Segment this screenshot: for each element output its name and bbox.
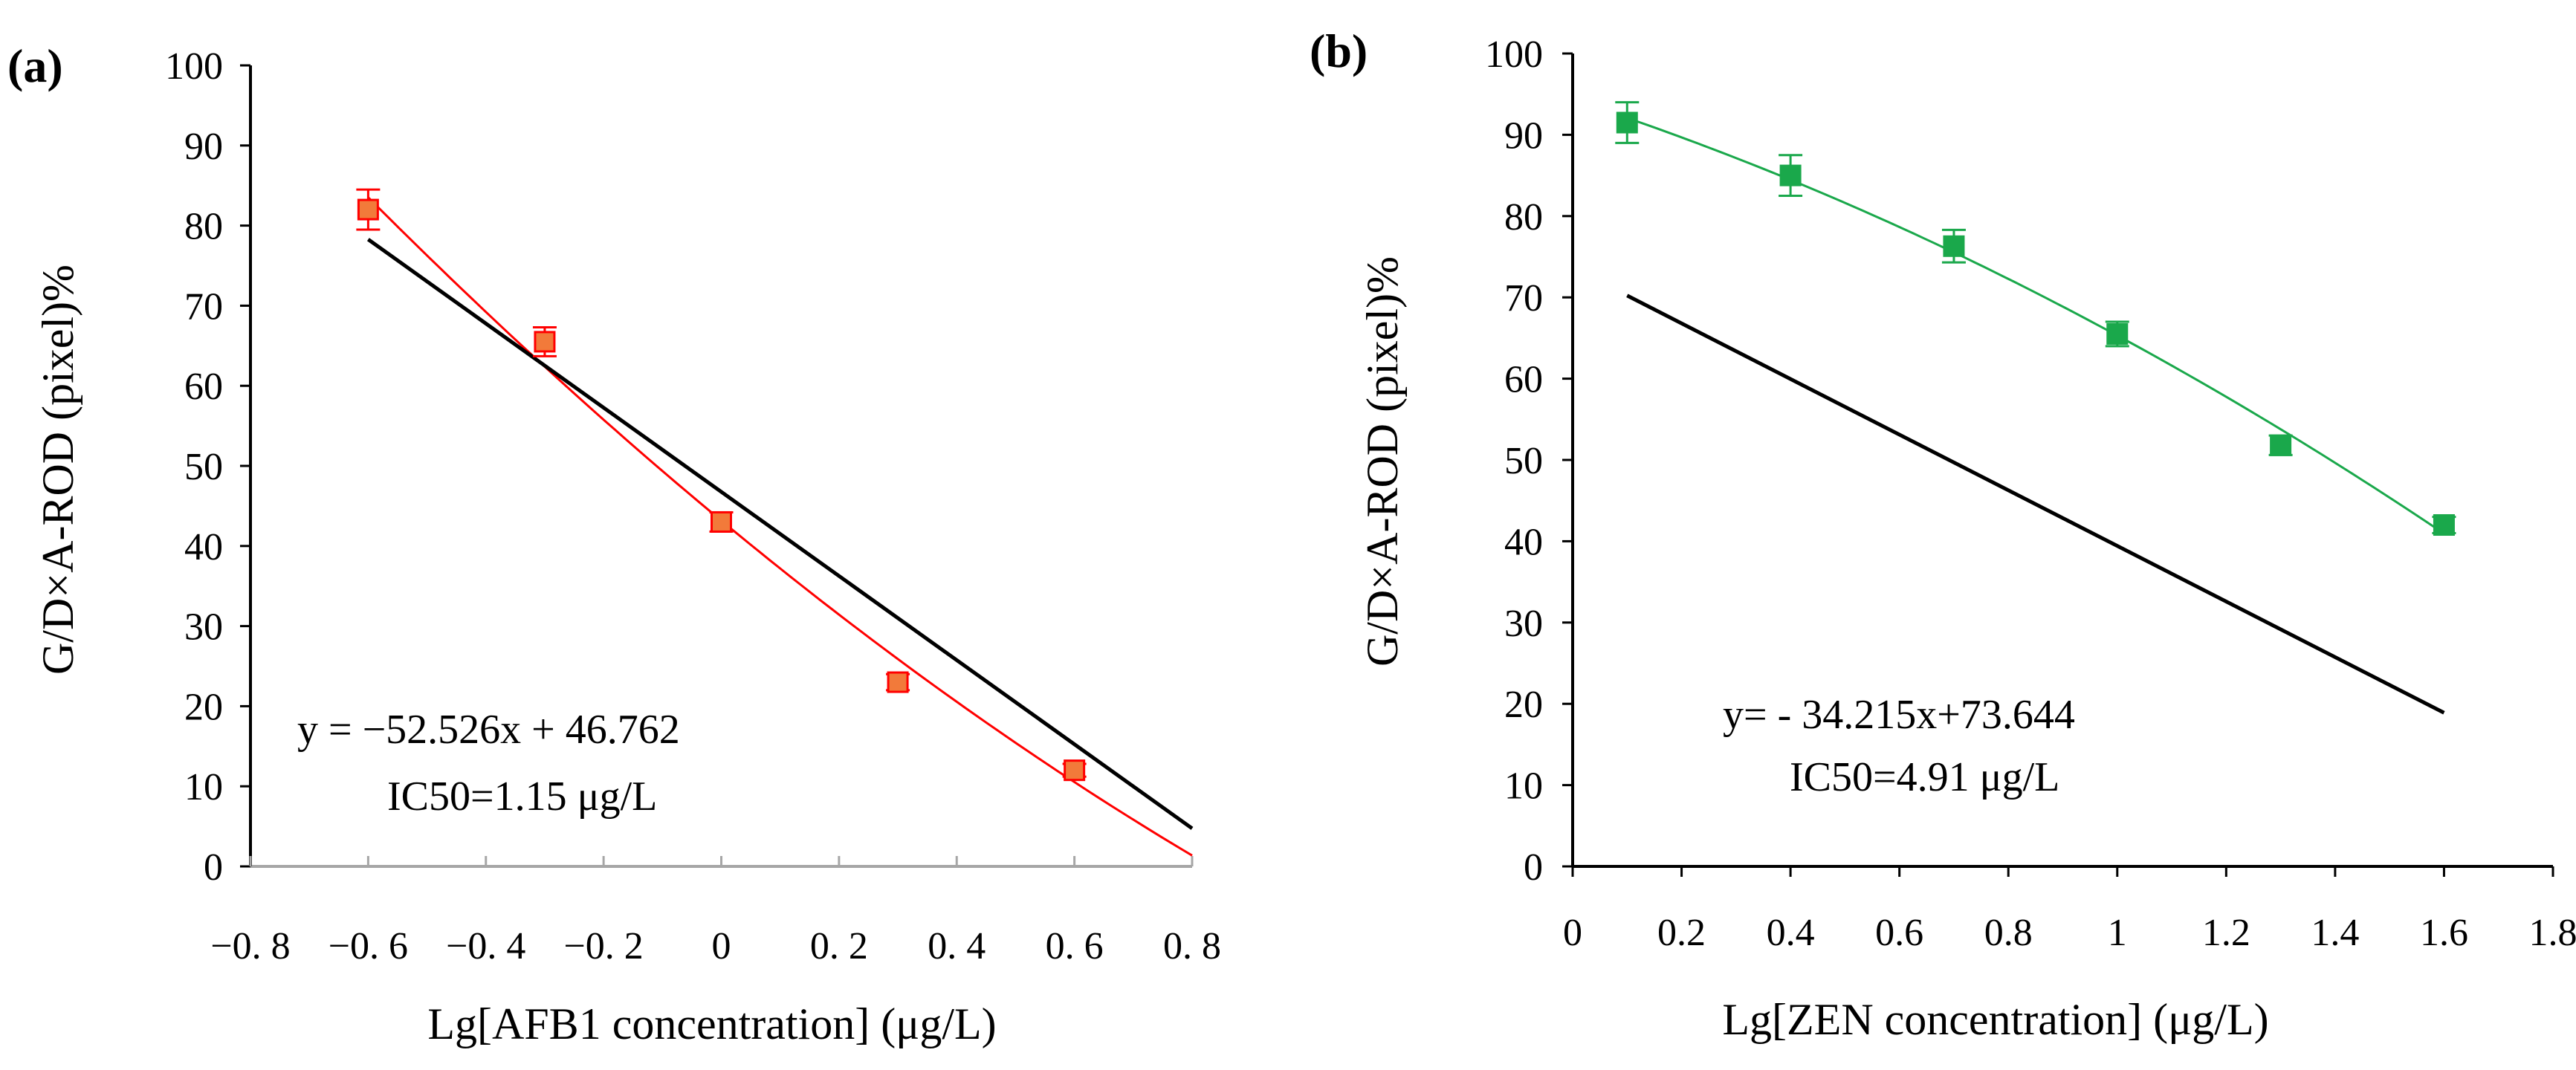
panel-a-data-point (1064, 759, 1086, 782)
panel-a-label: (a) (7, 39, 63, 92)
panel-a-y-tick-label: 10 (184, 766, 223, 808)
panel-b-x-tick-label: 0.6 (1875, 912, 1923, 954)
panel-b-y-tick-label: 60 (1504, 359, 1543, 401)
panel-b: (b) G/D×A-ROD (pixel)% Lg[ZEN concentrat… (1310, 25, 2576, 1044)
panel-b-y-axis-title: G/D×A-ROD (pixel)% (1358, 256, 1407, 667)
panel-a-x-tick-label: −0. 8 (210, 925, 290, 967)
panel-a-y-tick-label: 50 (184, 446, 223, 488)
panel-a-x-tick-label: 0. 2 (810, 925, 868, 967)
panel-a-x-tick-label: 0 (712, 925, 731, 967)
panel-a-y-tick-label: 0 (204, 846, 223, 889)
panel-b-x-ticks: 0 0.2 0.4 0.6 0.8 1 1.2 1.4 1.6 1.8 (1563, 866, 2576, 954)
panel-b-x-tick-label: 0.2 (1657, 912, 1706, 954)
panel-b-data-point (2270, 434, 2292, 456)
panel-b-y-tick-label: 10 (1504, 765, 1543, 808)
panel-b-data-point (1779, 164, 1802, 187)
panel-b-y-tick-label: 90 (1504, 114, 1543, 157)
panel-b-x-axis-title: Lg[ZEN concentration] (μg/L) (1722, 995, 2268, 1044)
panel-a-y-tick-label: 90 (184, 126, 223, 168)
panel-b-x-tick-label: 1 (2108, 912, 2127, 954)
panel-b-ic50: IC50=4.91 μg/L (1790, 754, 2059, 800)
panel-b-data-point (2106, 322, 2129, 345)
panel-a-y-tick-label: 40 (184, 526, 223, 568)
panel-a-data-point (887, 671, 909, 693)
panel-a-y-tick-label: 60 (184, 366, 223, 408)
panel-a-data-point (534, 331, 556, 353)
panel-b-label: (b) (1310, 25, 1368, 77)
panel-b-series (1615, 101, 2456, 715)
panel-a-y-axis-title: G/D×A-ROD (pixel)% (33, 265, 82, 675)
panel-b-y-tick-label: 70 (1504, 277, 1543, 320)
panel-b-data-point (1616, 111, 1638, 134)
panel-b-y-tick-label: 30 (1504, 603, 1543, 645)
panel-b-y-tick-label: 20 (1504, 684, 1543, 726)
panel-b-y-tick-label: 50 (1504, 440, 1543, 482)
panel-b-x-tick-label: 0.8 (1984, 912, 2033, 954)
panel-a-x-ticks: −0. 8 −0. 6 −0. 4 −0. 2 0 0. 2 0. 4 0. 6 0. 8 (210, 856, 1221, 967)
panel-b-x-tick-label: 1.2 (2202, 912, 2250, 954)
panel-b-smooth-curve (1626, 117, 2445, 535)
panel-b-x-tick-label: 1.4 (2311, 912, 2359, 954)
panel-a-x-tick-label: −0. 2 (563, 925, 643, 967)
panel-b-x-tick-label: 1.6 (2420, 912, 2468, 954)
panel-a-y-ticks: 0 10 20 30 40 50 60 70 80 90 100 (165, 45, 250, 889)
panel-a-y-tick-label: 20 (184, 686, 223, 728)
panel-a-y-tick-label: 70 (184, 285, 223, 328)
panel-a-x-axis-title: Lg[AFB1 concentration] (μg/L) (427, 999, 996, 1048)
panel-b-x-tick-label: 1.8 (2529, 912, 2576, 954)
panel-a-data-point (357, 198, 379, 221)
panel-a-y-tick-label: 30 (184, 606, 223, 649)
panel-a-y-tick-label: 80 (184, 206, 223, 248)
panel-b-fit-line (1626, 294, 2445, 715)
panel-a-ic50: IC50=1.15 μg/L (387, 774, 657, 820)
panel-b-y-tick-label: 80 (1504, 196, 1543, 239)
panel-b-equation: y= - 34.215x+73.644 (1723, 692, 2075, 738)
panel-b-data-point (1943, 235, 1965, 257)
panel-a-x-tick-label: 0. 4 (928, 925, 986, 967)
panel-b-y-tick-label: 40 (1504, 521, 1543, 563)
panel-b-y-tick-label: 100 (1485, 33, 1543, 76)
panel-a-x-tick-label: −0. 6 (329, 925, 408, 967)
panel-b-x-tick-label: 0.4 (1767, 912, 1815, 954)
panel-b-y-tick-label: 0 (1524, 846, 1543, 889)
panel-a-x-tick-label: 0. 6 (1046, 925, 1104, 967)
panel-b-x-tick-label: 0 (1563, 912, 1582, 954)
panel-b-y-ticks: 0 10 20 30 40 50 60 70 80 90 100 (1485, 33, 1573, 889)
panel-a-y-tick-label: 100 (165, 45, 223, 88)
panel-b-data-point (2433, 514, 2455, 536)
panel-a-smooth-curve (367, 196, 1193, 857)
panel-a-data-point (711, 510, 732, 533)
panel-a-equation: y = −52.526x + 46.762 (297, 707, 680, 753)
panel-a: (a) G/D×A-ROD (pixel)% Lg[AFB1 concentra… (7, 39, 1221, 1048)
panel-a-series (356, 188, 1194, 857)
panel-a-fit-line (366, 238, 1194, 830)
panel-a-x-tick-label: −0. 4 (446, 925, 525, 967)
panel-a-x-tick-label: 0. 8 (1163, 925, 1221, 967)
